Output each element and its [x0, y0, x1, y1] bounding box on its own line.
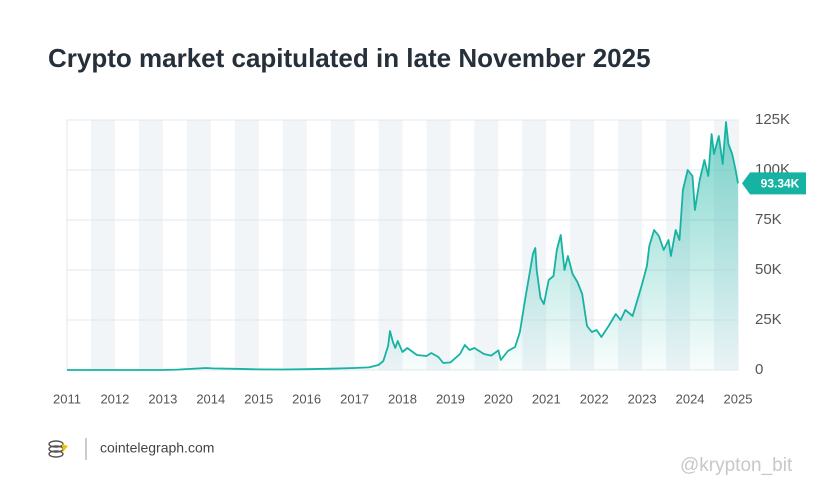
x-tick-label: 2016: [292, 391, 321, 406]
area: [67, 122, 738, 370]
value-badge: [742, 172, 806, 195]
y-tick-label: 50K: [755, 261, 782, 278]
chart-title: Crypto market capitulated in late Novemb…: [48, 43, 651, 73]
stripe: [426, 120, 451, 370]
x-tick-label: 2011: [53, 391, 81, 406]
x-tick-label: 2021: [532, 391, 561, 406]
stripe: [138, 120, 163, 370]
x-tick-label: 2012: [100, 391, 129, 406]
stripe: [330, 120, 355, 370]
x-tick-label: 2015: [244, 391, 273, 406]
stripe: [378, 120, 403, 370]
stripe: [474, 120, 499, 370]
line: [67, 121, 739, 371]
x-tick-label: 2022: [580, 391, 609, 406]
x-tick-label: 2019: [436, 391, 465, 406]
source: cointelegraph.com: [100, 440, 214, 456]
stripe: [282, 120, 307, 370]
logo: [48, 438, 87, 460]
y-tick-label: 25K: [755, 311, 782, 328]
x-tick-label: 2014: [196, 391, 225, 406]
y-tick-label: 125K: [755, 111, 790, 128]
x-tick-label: 2013: [148, 391, 177, 406]
stripe: [234, 120, 259, 370]
x-tick-label: 2020: [484, 391, 513, 406]
x-tick-label: 2018: [388, 391, 417, 406]
x-tick-label: 2023: [628, 391, 657, 406]
x-tick-label: 2025: [724, 391, 753, 406]
watermark: @krypton_bit: [680, 455, 793, 476]
x-tick-label: 2024: [676, 391, 705, 406]
stripe: [186, 120, 211, 370]
y-tick-label: 75K: [755, 211, 782, 228]
x-tick-label: 2017: [340, 391, 369, 406]
y-tick-label: 0: [755, 361, 763, 378]
stripe: [90, 120, 115, 370]
value-label: 93.34K: [761, 176, 800, 190]
